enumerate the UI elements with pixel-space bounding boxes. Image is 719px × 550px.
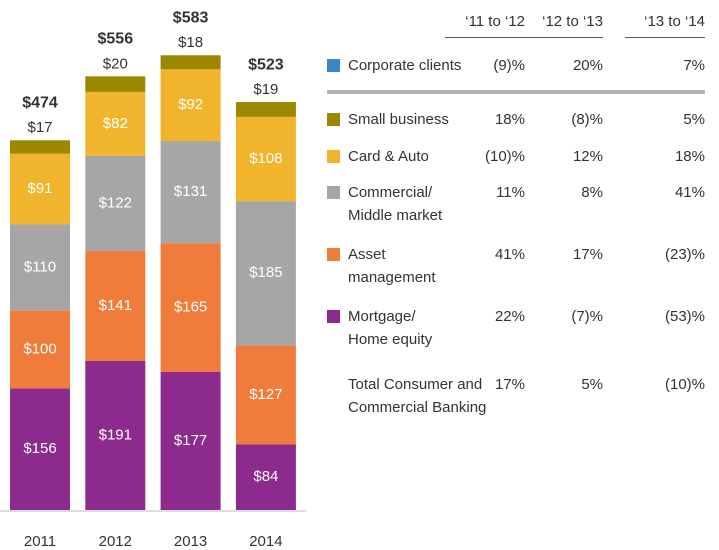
bar-segment <box>10 153 70 225</box>
x-tick-label: 2014 <box>249 533 282 550</box>
bar-segment <box>160 141 221 244</box>
growth-value: (23)% <box>664 246 705 263</box>
growth-value: 12% <box>572 148 603 165</box>
growth-value: 22% <box>494 308 525 325</box>
segment-label: $91 <box>27 180 52 197</box>
segment-label: $18 <box>178 34 203 51</box>
bar-segment <box>85 251 146 362</box>
growth-value: 18% <box>674 148 705 165</box>
row-label: Card & Auto <box>348 148 429 165</box>
bar-segment <box>235 201 296 346</box>
bar-segment <box>235 444 296 510</box>
total-label: $583 <box>173 9 209 26</box>
legend-swatch <box>327 248 340 261</box>
segment-label: $82 <box>103 115 128 132</box>
segment-label: $156 <box>23 440 56 457</box>
legend-swatch <box>327 310 340 323</box>
row-label: Mortgage/ Home equity <box>348 308 433 348</box>
bar-segment <box>85 361 146 510</box>
legend-swatch <box>327 186 340 199</box>
growth-value: 7% <box>683 57 705 74</box>
segment-label: $122 <box>99 194 132 211</box>
growth-value: 11% <box>496 184 525 201</box>
bar-segment <box>235 102 296 117</box>
growth-value: (53)% <box>664 308 705 325</box>
bar-segment <box>235 345 296 445</box>
segment-label: $165 <box>174 299 207 316</box>
segment-label: $17 <box>27 119 52 136</box>
bar-segment <box>85 155 146 252</box>
growth-value: 8% <box>581 184 603 201</box>
segment-label: $19 <box>253 81 278 98</box>
growth-value: 5% <box>683 111 705 128</box>
row-label: Corporate clients <box>348 57 462 74</box>
total-label: $523 <box>248 56 284 73</box>
growth-value: 5% <box>581 376 603 393</box>
growth-value: (9)% <box>493 57 525 74</box>
bar-segment <box>10 310 70 389</box>
growth-value: 17% <box>572 246 603 263</box>
bar-segment <box>235 116 296 202</box>
growth-value: (10)% <box>484 148 525 165</box>
row-label: Asset management <box>348 246 436 286</box>
column-header: ‘12 to ‘13 <box>523 10 603 38</box>
segment-label: $177 <box>174 432 207 449</box>
bar-segment <box>10 140 70 154</box>
legend-swatch <box>327 113 340 126</box>
bar-segment <box>160 371 221 510</box>
growth-value: 41% <box>494 246 525 263</box>
growth-value: 17% <box>494 376 525 393</box>
segment-label: $127 <box>249 386 282 403</box>
x-tick-label: 2012 <box>99 533 132 550</box>
separator <box>327 90 705 94</box>
growth-value: (10)% <box>664 376 705 393</box>
growth-value: (7)% <box>571 308 603 325</box>
growth-value: 18% <box>494 111 525 128</box>
row-label: Total Consumer and Commercial Banking <box>348 376 487 416</box>
bar-segment <box>85 91 146 156</box>
growth-value: (8)% <box>571 111 603 128</box>
segment-label: $100 <box>23 340 56 357</box>
row-label: Commercial/ Middle market <box>348 184 443 224</box>
bar-segment <box>10 388 70 510</box>
legend-swatch <box>327 59 340 72</box>
x-tick-label: 2013 <box>174 533 207 550</box>
segment-label: $20 <box>103 55 128 72</box>
total-label: $556 <box>98 31 134 48</box>
segment-label: $141 <box>99 297 132 314</box>
segment-label: $110 <box>24 258 56 275</box>
row-label: Small business <box>348 111 449 128</box>
legend-swatch <box>327 150 340 163</box>
column-header: ‘11 to ‘12 <box>445 10 525 38</box>
segment-label: $185 <box>249 264 282 281</box>
growth-value: 20% <box>572 57 603 74</box>
segment-label: $92 <box>178 96 203 113</box>
bar-segment <box>85 76 146 92</box>
bar-segment <box>160 243 221 372</box>
x-tick-label: 2011 <box>24 533 56 550</box>
bar-segment <box>160 69 221 142</box>
segment-label: $84 <box>253 468 278 485</box>
growth-value: 41% <box>674 184 705 201</box>
total-label: $474 <box>22 94 58 111</box>
column-header: ‘13 to ‘14 <box>625 10 705 38</box>
segment-label: $191 <box>99 426 132 443</box>
segment-label: $108 <box>249 150 282 167</box>
bar-segment <box>10 224 70 311</box>
segment-label: $131 <box>174 183 207 200</box>
bar-segment <box>160 55 221 70</box>
